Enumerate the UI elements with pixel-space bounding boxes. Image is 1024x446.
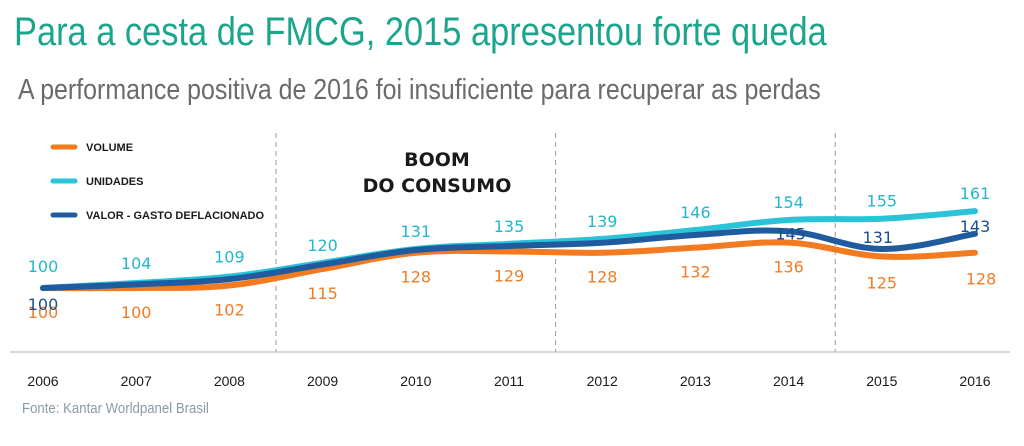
label-unidades-2007: 104 xyxy=(121,254,152,273)
label-valor-2006: 100 xyxy=(28,295,59,314)
x-tick-2015: 2015 xyxy=(866,373,897,389)
source-note: Fonte: Kantar Worldpanel Brasil xyxy=(22,400,209,417)
label-volume-2008: 102 xyxy=(214,300,245,319)
label-valor-2015: 131 xyxy=(863,228,894,247)
label-unidades-2016: 161 xyxy=(960,184,991,203)
x-tick-2011: 2011 xyxy=(494,373,524,389)
legend-label-valor-gasto-deflacionado: VALOR - GASTO DEFLACIONADO xyxy=(86,210,264,222)
x-tick-2010: 2010 xyxy=(400,373,431,389)
x-tick-2008: 2008 xyxy=(214,373,245,389)
label-valor-2016: 143 xyxy=(960,217,991,236)
label-unidades-2009: 120 xyxy=(307,236,338,255)
label-unidades-2015: 155 xyxy=(867,192,898,211)
label-unidades-2013: 146 xyxy=(680,203,711,222)
x-tick-2014: 2014 xyxy=(773,373,804,389)
label-unidades-2010: 131 xyxy=(401,222,432,241)
label-unidades-2011: 135 xyxy=(494,217,525,236)
label-volume-2010: 128 xyxy=(401,268,432,287)
legend: VOLUME UNIDADES VALOR - GASTO DEFLACIONADO xyxy=(50,142,264,222)
x-tick-2013: 2013 xyxy=(680,373,711,389)
series-lines xyxy=(40,208,978,292)
x-tick-labels: 2006 2007 2008 2009 2010 2011 2012 2013 2014 2015… xyxy=(27,373,990,389)
label-volume-2011: 129 xyxy=(494,266,525,285)
chart-subtitle: A performance positiva de 2016 foi insuf… xyxy=(18,74,821,106)
label-volume-2016: 128 xyxy=(966,270,997,289)
legend-label-unidades: UNIDADES xyxy=(86,176,143,188)
label-volume-2014: 136 xyxy=(773,258,804,277)
label-volume-2012: 128 xyxy=(587,268,618,287)
series-line-volume xyxy=(40,239,978,292)
label-unidades-2014: 154 xyxy=(773,193,804,212)
label-unidades-2008: 109 xyxy=(214,248,245,267)
annotation-do-consumo: DO CONSUMO xyxy=(363,175,512,197)
x-tick-2009: 2009 xyxy=(307,373,338,389)
label-volume-2015: 125 xyxy=(867,274,898,293)
x-tick-2012: 2012 xyxy=(587,373,618,389)
legend-label-volume: VOLUME xyxy=(86,142,133,154)
x-tick-2016: 2016 xyxy=(959,373,990,389)
x-tick-2007: 2007 xyxy=(121,373,152,389)
label-volume-2009: 115 xyxy=(307,284,338,303)
label-volume-2007: 100 xyxy=(121,303,152,322)
label-unidades-2006: 100 xyxy=(28,257,59,276)
label-volume-2013: 132 xyxy=(680,263,711,282)
label-valor-2014: 145 xyxy=(775,224,806,243)
series-line-valor-gasto-deflacionado xyxy=(40,227,978,291)
x-tick-2006: 2006 xyxy=(27,373,58,389)
label-unidades-2012: 139 xyxy=(587,212,618,231)
chart-title: Para a cesta de FMCG, 2015 apresentou fo… xyxy=(14,10,827,54)
annotation-boom: BOOM xyxy=(404,149,470,171)
label-volume-2006: 100 xyxy=(28,303,59,322)
